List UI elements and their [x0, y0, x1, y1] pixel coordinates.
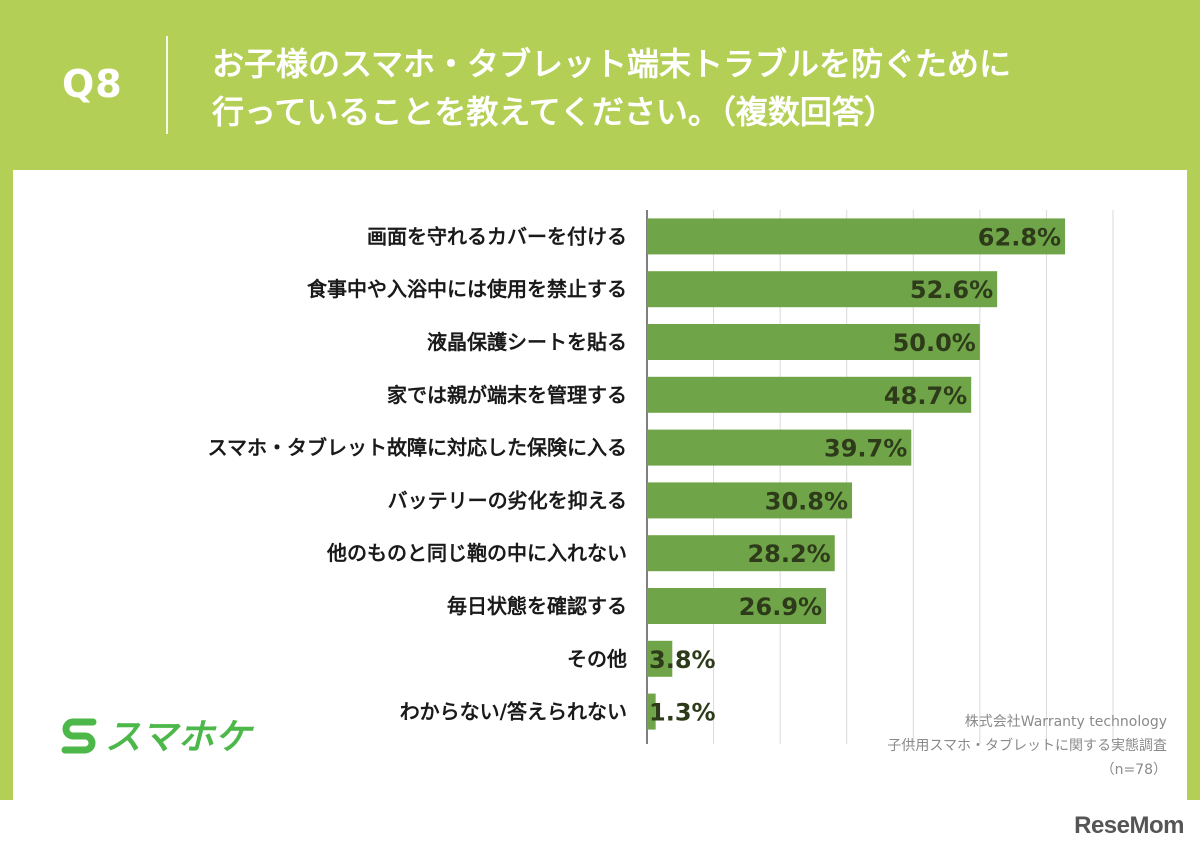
- value-label: 62.8%: [978, 223, 1061, 251]
- value-label: 39.7%: [824, 435, 907, 463]
- bar: [647, 271, 998, 308]
- bar: [647, 693, 656, 730]
- category-label: 画面を守れるカバーを付ける: [367, 224, 627, 248]
- question-title: お子様のスマホ・タブレット端末トラブルを防ぐために 行っていることを教えてくださ…: [212, 40, 1172, 136]
- source-sample-size: （n=78）: [1100, 762, 1167, 778]
- source-survey: 子供用スマホ・タブレットに関する実態調査: [887, 738, 1167, 754]
- resemom-watermark: ReseMom: [1074, 812, 1184, 839]
- bar: [647, 535, 835, 572]
- source-note: 株式会社Warranty technology 子供用スマホ・タブレットに関する…: [887, 710, 1167, 782]
- question-label: Q8: [62, 62, 123, 106]
- bar: [647, 429, 912, 466]
- value-label: 52.6%: [910, 276, 993, 304]
- footer-strip: ReseMom: [0, 800, 1200, 850]
- value-label: 28.2%: [747, 540, 830, 568]
- category-label: その他: [567, 647, 627, 671]
- question-title-line-2: 行っていることを教えてください。（複数回答）: [212, 93, 896, 131]
- chart-panel: 画面を守れるカバーを付ける 62.8% 食事中や入浴中には使用を禁止する 52.6% 液…: [13, 170, 1187, 800]
- header-divider: [166, 36, 168, 134]
- bar: [647, 588, 827, 624]
- bar: [647, 482, 853, 519]
- bar: [647, 640, 673, 677]
- bar: [647, 376, 972, 413]
- sumahoke-logo: スマホケ: [57, 712, 252, 758]
- value-label: 26.9%: [739, 593, 822, 621]
- bar-chart: 画面を守れるカバーを付ける 62.8% 食事中や入浴中には使用を禁止する 52.6% 液…: [208, 210, 1114, 744]
- source-company: 株式会社Warranty technology: [964, 714, 1167, 730]
- logo-s-icon: [61, 718, 97, 754]
- bar: [647, 324, 980, 360]
- question-title-line-1: お子様のスマホ・タブレット端末トラブルを防ぐために: [212, 45, 1012, 83]
- category-label: 食事中や入浴中には使用を禁止する: [307, 277, 627, 301]
- bar: [647, 218, 1066, 255]
- logo-text: スマホケ: [105, 717, 252, 758]
- value-label: 1.3%: [649, 699, 716, 727]
- value-label: 48.7%: [884, 382, 967, 410]
- category-label: バッテリーの劣化を抑える: [388, 488, 627, 512]
- value-label: 50.0%: [893, 329, 976, 357]
- category-label: わからない/答えられない: [400, 700, 627, 724]
- category-label: 液晶保護シートを貼る: [427, 330, 627, 354]
- value-label: 3.8%: [649, 646, 716, 674]
- category-label: 家では親が端末を管理する: [387, 383, 627, 407]
- category-label: スマホ・タブレット故障に対応した保険に入る: [208, 436, 627, 460]
- category-label: 毎日状態を確認する: [447, 594, 627, 618]
- category-label: 他のものと同じ鞄の中に入れない: [326, 541, 627, 565]
- value-label: 30.8%: [765, 487, 848, 515]
